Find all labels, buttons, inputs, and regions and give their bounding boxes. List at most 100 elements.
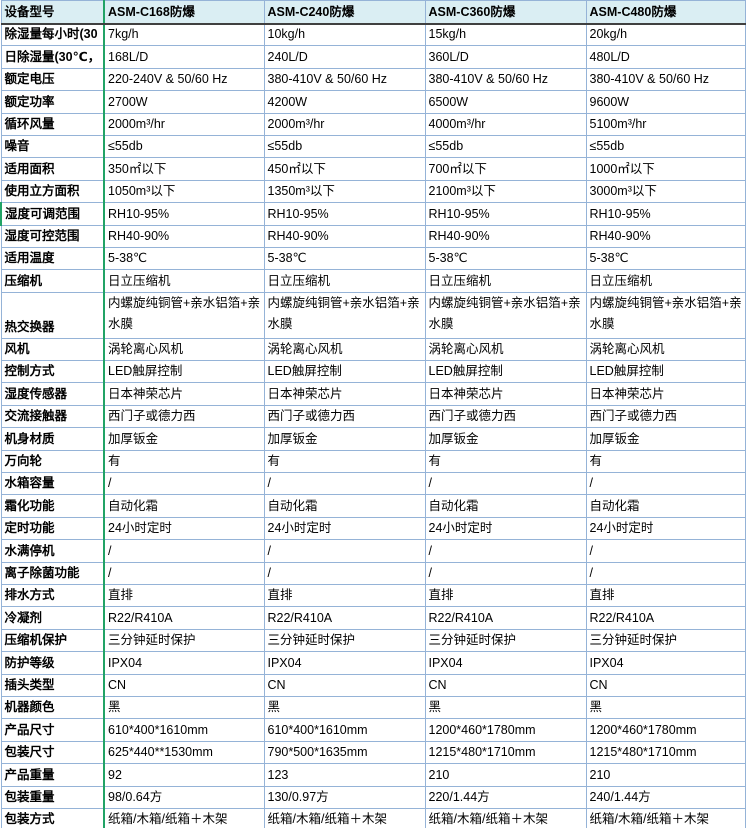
spec-value-cell[interactable]: 加厚钣金 bbox=[263, 427, 426, 451]
spec-value-cell[interactable]: 24小时定时 bbox=[585, 516, 746, 541]
spec-value-cell[interactable]: / bbox=[424, 539, 587, 563]
spec-value-cell[interactable]: 西门子或德力西 bbox=[103, 404, 265, 429]
header-cell-model-2[interactable]: ASM-C240防爆 bbox=[263, 0, 426, 25]
spec-value-cell[interactable]: 日本神荣芯片 bbox=[103, 382, 265, 406]
spec-value-cell[interactable]: RH40-90% bbox=[585, 224, 746, 248]
spec-value-cell[interactable]: 三分钟延时保护 bbox=[103, 628, 265, 653]
spec-value-cell[interactable]: 1050m³以下 bbox=[103, 179, 265, 204]
spec-label-cell[interactable]: 热交换器 bbox=[0, 291, 105, 339]
spec-value-cell[interactable]: 直排 bbox=[424, 583, 587, 608]
spec-value-cell[interactable]: 240L/D bbox=[263, 45, 426, 69]
spec-value-cell[interactable]: 有 bbox=[103, 449, 265, 474]
spec-value-cell[interactable]: 有 bbox=[424, 449, 587, 474]
spec-value-cell[interactable]: 三分钟延时保护 bbox=[263, 628, 426, 653]
spec-value-cell[interactable]: 1200*460*1780mm bbox=[585, 718, 746, 742]
spec-value-cell[interactable]: 380-410V & 50/60 Hz bbox=[585, 67, 746, 92]
spec-value-cell[interactable]: 自动化霜 bbox=[585, 494, 746, 518]
spec-value-cell[interactable]: 有 bbox=[263, 449, 426, 474]
spec-label-cell[interactable]: 循环风量 bbox=[0, 112, 105, 136]
spec-value-cell[interactable]: 日立压缩机 bbox=[424, 269, 587, 293]
spec-label-cell[interactable]: 机身材质 bbox=[0, 427, 105, 451]
spec-label-cell[interactable]: 压缩机 bbox=[0, 269, 105, 293]
spec-value-cell[interactable]: 加厚钣金 bbox=[103, 427, 265, 451]
spec-value-cell[interactable]: 纸箱/木箱/纸箱＋木架 bbox=[263, 807, 426, 828]
spec-value-cell[interactable]: 700㎡以下 bbox=[424, 157, 587, 181]
spec-value-cell[interactable]: 西门子或德力西 bbox=[424, 404, 587, 429]
spec-value-cell[interactable]: RH10-95% bbox=[424, 202, 587, 226]
spec-value-cell[interactable]: 9600W bbox=[585, 90, 746, 114]
spec-value-cell[interactable]: 98/0.64方 bbox=[103, 785, 265, 809]
spec-value-cell[interactable]: RH10-95% bbox=[263, 202, 426, 226]
spec-value-cell[interactable]: / bbox=[103, 539, 265, 563]
spec-value-cell[interactable]: 15kg/h bbox=[424, 22, 587, 47]
spec-value-cell[interactable]: 涡轮离心风机 bbox=[263, 337, 426, 362]
spec-value-cell[interactable]: RH40-90% bbox=[424, 224, 587, 248]
spec-value-cell[interactable]: 内螺旋纯铜管+亲水铝箔+亲水膜 bbox=[263, 291, 426, 339]
spec-value-cell[interactable]: 210 bbox=[424, 763, 587, 787]
spec-value-cell[interactable]: 220-240V & 50/60 Hz bbox=[103, 67, 265, 92]
spec-value-cell[interactable]: CN bbox=[263, 673, 426, 697]
spec-label-cell[interactable]: 额定功率 bbox=[0, 90, 105, 114]
spec-value-cell[interactable]: R22/R410A bbox=[263, 606, 426, 630]
spec-label-cell[interactable]: 水满停机 bbox=[0, 539, 105, 563]
spec-value-cell[interactable]: / bbox=[585, 561, 746, 585]
spec-value-cell[interactable]: 4000m³/hr bbox=[424, 112, 587, 136]
spec-value-cell[interactable]: / bbox=[585, 472, 746, 496]
spec-label-cell[interactable]: 使用立方面积 bbox=[0, 179, 105, 204]
spec-label-cell[interactable]: 机器颜色 bbox=[0, 695, 105, 720]
header-cell-model-4[interactable]: ASM-C480防爆 bbox=[585, 0, 746, 25]
spec-value-cell[interactable]: 内螺旋纯铜管+亲水铝箔+亲水膜 bbox=[424, 291, 587, 339]
spec-label-cell[interactable]: 定时功能 bbox=[0, 516, 105, 541]
spec-value-cell[interactable]: 2000m³/hr bbox=[263, 112, 426, 136]
spec-label-cell[interactable]: 控制方式 bbox=[0, 360, 105, 384]
spec-value-cell[interactable]: IPX04 bbox=[103, 651, 265, 675]
spec-value-cell[interactable]: 三分钟延时保护 bbox=[424, 628, 587, 653]
spec-value-cell[interactable]: 日立压缩机 bbox=[103, 269, 265, 293]
spec-value-cell[interactable]: 日本神荣芯片 bbox=[263, 382, 426, 406]
spec-value-cell[interactable]: 10kg/h bbox=[263, 22, 426, 47]
spec-label-cell[interactable]: 适用温度 bbox=[0, 246, 105, 271]
spec-value-cell[interactable]: 涡轮离心风机 bbox=[103, 337, 265, 362]
spec-value-cell[interactable]: / bbox=[263, 561, 426, 585]
header-cell-device-model[interactable]: 设备型号 bbox=[0, 0, 105, 25]
spec-value-cell[interactable]: 1215*480*1710mm bbox=[585, 740, 746, 765]
spec-value-cell[interactable]: 自动化霜 bbox=[424, 494, 587, 518]
spec-value-cell[interactable]: 加厚钣金 bbox=[585, 427, 746, 451]
spec-value-cell[interactable]: 纸箱/木箱/纸箱＋木架 bbox=[103, 807, 265, 828]
spec-value-cell[interactable]: 自动化霜 bbox=[263, 494, 426, 518]
spec-value-cell[interactable]: 纸箱/木箱/纸箱＋木架 bbox=[585, 807, 746, 828]
spec-value-cell[interactable]: 有 bbox=[585, 449, 746, 474]
spec-value-cell[interactable]: 610*400*1610mm bbox=[263, 718, 426, 742]
spec-value-cell[interactable]: 日本神荣芯片 bbox=[424, 382, 587, 406]
spec-value-cell[interactable]: 790*500*1635mm bbox=[263, 740, 426, 765]
spec-label-cell[interactable]: 额定电压 bbox=[0, 67, 105, 92]
spec-value-cell[interactable]: 450㎡以下 bbox=[263, 157, 426, 181]
spec-value-cell[interactable]: 24小时定时 bbox=[263, 516, 426, 541]
spec-value-cell[interactable]: 4200W bbox=[263, 90, 426, 114]
spec-label-cell[interactable]: 日除湿量(30℃， bbox=[0, 45, 105, 69]
spec-value-cell[interactable]: IPX04 bbox=[263, 651, 426, 675]
spec-value-cell[interactable]: 5100m³/hr bbox=[585, 112, 746, 136]
spec-label-cell[interactable]: 防护等级 bbox=[0, 651, 105, 675]
spec-value-cell[interactable]: 1000㎡以下 bbox=[585, 157, 746, 181]
spec-value-cell[interactable]: / bbox=[103, 472, 265, 496]
spec-label-cell[interactable]: 包装方式 bbox=[0, 807, 105, 828]
spec-label-cell[interactable]: 风机 bbox=[0, 337, 105, 362]
spec-value-cell[interactable]: 1200*460*1780mm bbox=[424, 718, 587, 742]
spec-value-cell[interactable]: 涡轮离心风机 bbox=[585, 337, 746, 362]
spec-value-cell[interactable]: 3000m³以下 bbox=[585, 179, 746, 204]
spec-value-cell[interactable]: RH10-95% bbox=[103, 202, 265, 226]
spec-value-cell[interactable]: / bbox=[263, 539, 426, 563]
spec-value-cell[interactable]: 涡轮离心风机 bbox=[424, 337, 587, 362]
spec-value-cell[interactable]: / bbox=[103, 561, 265, 585]
spec-value-cell[interactable]: 西门子或德力西 bbox=[585, 404, 746, 429]
spec-label-cell[interactable]: 插头类型 bbox=[0, 673, 105, 697]
spec-value-cell[interactable]: 黑 bbox=[585, 695, 746, 720]
spec-value-cell[interactable]: 1215*480*1710mm bbox=[424, 740, 587, 765]
spec-value-cell[interactable]: LED触屏控制 bbox=[585, 360, 746, 384]
header-cell-model-1[interactable]: ASM-C168防爆 bbox=[103, 0, 265, 25]
spec-label-cell[interactable]: 冷凝剂 bbox=[0, 606, 105, 630]
spec-value-cell[interactable]: 加厚钣金 bbox=[424, 427, 587, 451]
spec-label-cell[interactable]: 交流接触器 bbox=[0, 404, 105, 429]
spec-value-cell[interactable]: 7kg/h bbox=[103, 22, 265, 47]
